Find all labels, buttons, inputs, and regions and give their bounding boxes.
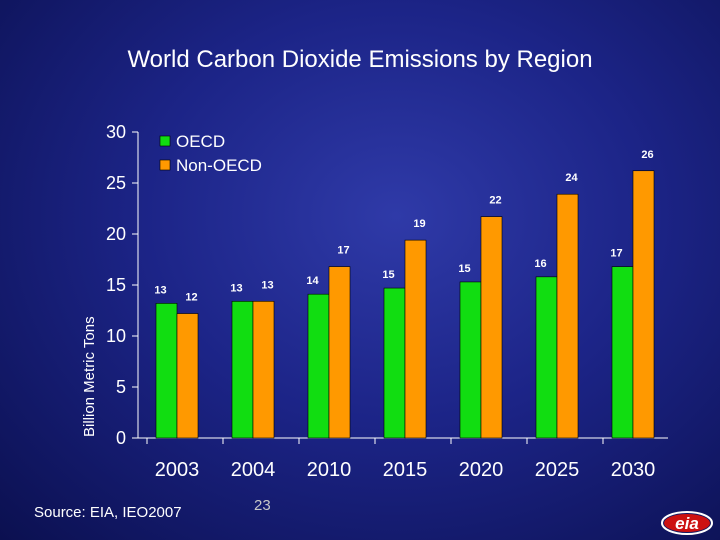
y-tick-label: 10: [106, 326, 126, 346]
data-label: 13: [261, 279, 273, 291]
y-axis-title: Billion Metric Tons: [81, 316, 98, 437]
legend-label: OECD: [176, 132, 225, 151]
y-tick-label: 25: [106, 173, 126, 193]
data-label: 13: [230, 282, 242, 294]
bar-oecd-2020: [459, 281, 482, 439]
bar-oecd-2004: [231, 301, 254, 439]
data-label: 26: [641, 149, 653, 161]
bar-non-oecd-2010: [328, 266, 351, 439]
logo-text: eia: [675, 514, 699, 533]
page-number: 23: [254, 497, 271, 514]
bar-oecd-2030: [611, 266, 634, 439]
y-tick-label: 15: [106, 275, 126, 295]
bar-oecd-2025: [535, 276, 558, 439]
data-label: 14: [306, 275, 319, 287]
bar-non-oecd-2004: [252, 301, 275, 439]
bar-oecd-2010: [307, 293, 330, 439]
bar-non-oecd-2020: [480, 216, 503, 439]
x-tick-label: 2003: [155, 459, 200, 481]
x-tick-label: 2030: [611, 459, 656, 481]
data-label: 22: [489, 195, 501, 207]
x-tick-label: 2010: [307, 459, 352, 481]
x-tick-label: 2004: [231, 459, 276, 481]
bar-oecd-2003: [155, 303, 178, 439]
bar-non-oecd-2003: [176, 313, 199, 439]
data-label: 17: [337, 245, 349, 257]
legend-swatch-non-oecd: [159, 159, 171, 171]
data-label: 17: [610, 248, 622, 260]
x-tick-label: 2020: [459, 459, 504, 481]
bar-non-oecd-2015: [404, 239, 427, 439]
y-tick-label: 5: [116, 377, 126, 397]
legend-label: Non-OECD: [176, 156, 262, 175]
chart-title: World Carbon Dioxide Emissions by Region: [127, 46, 593, 73]
source-note: Source: EIA, IEO2007: [34, 504, 182, 521]
eia-logo: eia: [661, 511, 713, 535]
x-tick-label: 2015: [383, 459, 428, 481]
data-label: 15: [458, 263, 470, 275]
legend-swatch-oecd: [159, 135, 171, 147]
y-tick-label: 20: [106, 224, 126, 244]
x-tick-label: 2025: [535, 459, 580, 481]
data-label: 24: [565, 172, 578, 184]
data-label: 19: [413, 218, 425, 230]
data-label: 12: [185, 292, 197, 304]
y-tick-label: 0: [116, 428, 126, 448]
bar-oecd-2015: [383, 287, 406, 439]
bar-non-oecd-2030: [632, 170, 655, 439]
data-label: 15: [382, 269, 394, 281]
bar-non-oecd-2025: [556, 193, 579, 439]
data-label: 16: [534, 258, 546, 270]
y-tick-label: 30: [106, 122, 126, 142]
data-label: 13: [154, 284, 166, 296]
